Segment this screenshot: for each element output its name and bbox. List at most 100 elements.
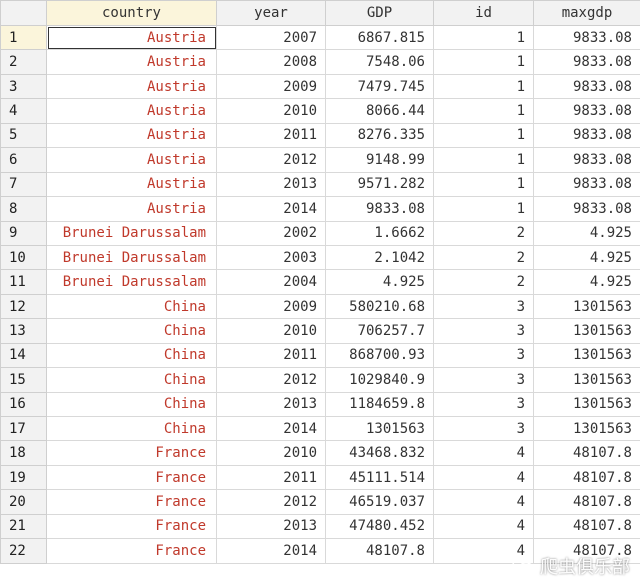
row-number-cell[interactable]: 13 xyxy=(0,318,47,344)
id-cell[interactable]: 4 xyxy=(433,489,534,515)
gdp-cell[interactable]: 1029840.9 xyxy=(325,367,434,393)
gdp-cell[interactable]: 706257.7 xyxy=(325,318,434,344)
country-cell[interactable]: Brunei Darussalam xyxy=(46,244,217,271)
gdp-cell[interactable]: 48107.8 xyxy=(325,538,434,564)
country-cell[interactable]: Brunei Darussalam xyxy=(46,269,217,295)
gdp-cell[interactable]: 580210.68 xyxy=(325,293,434,320)
country-cell[interactable]: France xyxy=(46,513,217,540)
country-cell[interactable]: Austria xyxy=(46,196,217,222)
year-cell[interactable]: 2010 xyxy=(216,318,326,344)
maxgdp-cell[interactable]: 1301563 xyxy=(533,391,640,418)
id-cell[interactable]: 3 xyxy=(433,367,534,393)
year-cell[interactable]: 2010 xyxy=(216,98,326,124)
id-cell[interactable]: 1 xyxy=(433,24,534,51)
row-number-cell[interactable]: 10 xyxy=(0,244,47,271)
id-cell[interactable]: 3 xyxy=(433,293,534,320)
id-cell[interactable]: 1 xyxy=(433,171,534,198)
id-cell[interactable]: 2 xyxy=(433,244,534,271)
gdp-cell[interactable]: 8066.44 xyxy=(325,98,434,124)
table-row[interactable]: 14 China 2011 868700.93 3 1301563 xyxy=(0,342,640,369)
table-row[interactable]: 9 Brunei Darussalam 2002 1.6662 2 4.925 xyxy=(0,220,640,246)
maxgdp-cell[interactable]: 9833.08 xyxy=(533,196,640,222)
country-cell[interactable]: Austria xyxy=(46,122,217,149)
row-number-cell[interactable]: 7 xyxy=(0,171,47,198)
maxgdp-cell[interactable]: 1301563 xyxy=(533,318,640,344)
maxgdp-cell[interactable]: 9833.08 xyxy=(533,147,640,173)
column-header-year[interactable]: year xyxy=(216,0,326,26)
id-cell[interactable]: 3 xyxy=(433,318,534,344)
id-cell[interactable]: 3 xyxy=(433,391,534,418)
year-cell[interactable]: 2009 xyxy=(216,293,326,320)
year-cell[interactable]: 2002 xyxy=(216,220,326,246)
table-row[interactable]: 10 Brunei Darussalam 2003 2.1042 2 4.925 xyxy=(0,244,640,271)
gdp-cell[interactable]: 9148.99 xyxy=(325,147,434,173)
column-header-id[interactable]: id xyxy=(433,0,534,26)
table-row[interactable]: 4 Austria 2010 8066.44 1 9833.08 xyxy=(0,98,640,124)
table-row[interactable]: 1 Austria 2007 6867.815 1 9833.08 xyxy=(0,24,640,51)
table-row[interactable]: 8 Austria 2014 9833.08 1 9833.08 xyxy=(0,196,640,222)
country-cell[interactable]: Brunei Darussalam xyxy=(46,220,217,246)
country-cell[interactable]: China xyxy=(46,367,217,393)
id-cell[interactable]: 1 xyxy=(433,98,534,124)
country-cell[interactable]: Austria xyxy=(46,49,217,75)
maxgdp-cell[interactable]: 48107.8 xyxy=(533,464,640,491)
id-cell[interactable]: 4 xyxy=(433,440,534,466)
id-cell[interactable]: 2 xyxy=(433,220,534,246)
country-cell[interactable]: Austria xyxy=(46,171,217,198)
year-cell[interactable]: 2014 xyxy=(216,415,326,442)
row-number-cell[interactable]: 9 xyxy=(0,220,47,246)
maxgdp-cell[interactable]: 9833.08 xyxy=(533,171,640,198)
year-cell[interactable]: 2013 xyxy=(216,391,326,418)
maxgdp-cell[interactable]: 4.925 xyxy=(533,244,640,271)
id-cell[interactable]: 3 xyxy=(433,415,534,442)
year-cell[interactable]: 2012 xyxy=(216,489,326,515)
row-number-cell[interactable]: 17 xyxy=(0,415,47,442)
gdp-cell[interactable]: 6867.815 xyxy=(325,24,434,51)
gdp-cell[interactable]: 868700.93 xyxy=(325,342,434,369)
row-number-cell[interactable]: 3 xyxy=(0,73,47,100)
country-cell[interactable]: Austria xyxy=(46,147,217,173)
row-number-cell[interactable]: 2 xyxy=(0,49,47,75)
maxgdp-cell[interactable]: 9833.08 xyxy=(533,122,640,149)
maxgdp-cell[interactable]: 48107.8 xyxy=(533,538,640,564)
row-number-cell[interactable]: 19 xyxy=(0,464,47,491)
year-cell[interactable]: 2010 xyxy=(216,440,326,466)
table-row[interactable]: 20 France 2012 46519.037 4 48107.8 xyxy=(0,489,640,515)
table-row[interactable]: 5 Austria 2011 8276.335 1 9833.08 xyxy=(0,122,640,149)
column-header-maxgdp[interactable]: maxgdp xyxy=(533,0,640,26)
id-cell[interactable]: 3 xyxy=(433,342,534,369)
table-row[interactable]: 2 Austria 2008 7548.06 1 9833.08 xyxy=(0,49,640,75)
row-number-cell[interactable]: 16 xyxy=(0,391,47,418)
maxgdp-cell[interactable]: 9833.08 xyxy=(533,24,640,51)
country-cell[interactable]: China xyxy=(46,415,217,442)
id-cell[interactable]: 1 xyxy=(433,196,534,222)
year-cell[interactable]: 2011 xyxy=(216,342,326,369)
table-row[interactable]: 3 Austria 2009 7479.745 1 9833.08 xyxy=(0,73,640,100)
row-number-cell[interactable]: 12 xyxy=(0,293,47,320)
row-number-cell[interactable]: 11 xyxy=(0,269,47,295)
gdp-cell[interactable]: 8276.335 xyxy=(325,122,434,149)
gdp-cell[interactable]: 46519.037 xyxy=(325,489,434,515)
year-cell[interactable]: 2009 xyxy=(216,73,326,100)
year-cell[interactable]: 2013 xyxy=(216,513,326,540)
maxgdp-cell[interactable]: 1301563 xyxy=(533,293,640,320)
maxgdp-cell[interactable]: 9833.08 xyxy=(533,49,640,75)
maxgdp-cell[interactable]: 48107.8 xyxy=(533,440,640,466)
gdp-cell[interactable]: 4.925 xyxy=(325,269,434,295)
table-row[interactable]: 22 France 2014 48107.8 4 48107.8 xyxy=(0,538,640,564)
maxgdp-cell[interactable]: 1301563 xyxy=(533,415,640,442)
row-number-cell[interactable]: 4 xyxy=(0,98,47,124)
gdp-cell[interactable]: 9571.282 xyxy=(325,171,434,198)
id-cell[interactable]: 1 xyxy=(433,73,534,100)
country-cell[interactable]: Austria xyxy=(46,24,217,51)
year-cell[interactable]: 2012 xyxy=(216,147,326,173)
country-cell[interactable]: France xyxy=(46,538,217,564)
country-cell[interactable]: China xyxy=(46,318,217,344)
table-row[interactable]: 21 France 2013 47480.452 4 48107.8 xyxy=(0,513,640,540)
table-row[interactable]: 7 Austria 2013 9571.282 1 9833.08 xyxy=(0,171,640,198)
row-number-cell[interactable]: 5 xyxy=(0,122,47,149)
table-row[interactable]: 12 China 2009 580210.68 3 1301563 xyxy=(0,293,640,320)
row-number-cell[interactable]: 6 xyxy=(0,147,47,173)
gdp-cell[interactable]: 43468.832 xyxy=(325,440,434,466)
table-row[interactable]: 15 China 2012 1029840.9 3 1301563 xyxy=(0,367,640,393)
